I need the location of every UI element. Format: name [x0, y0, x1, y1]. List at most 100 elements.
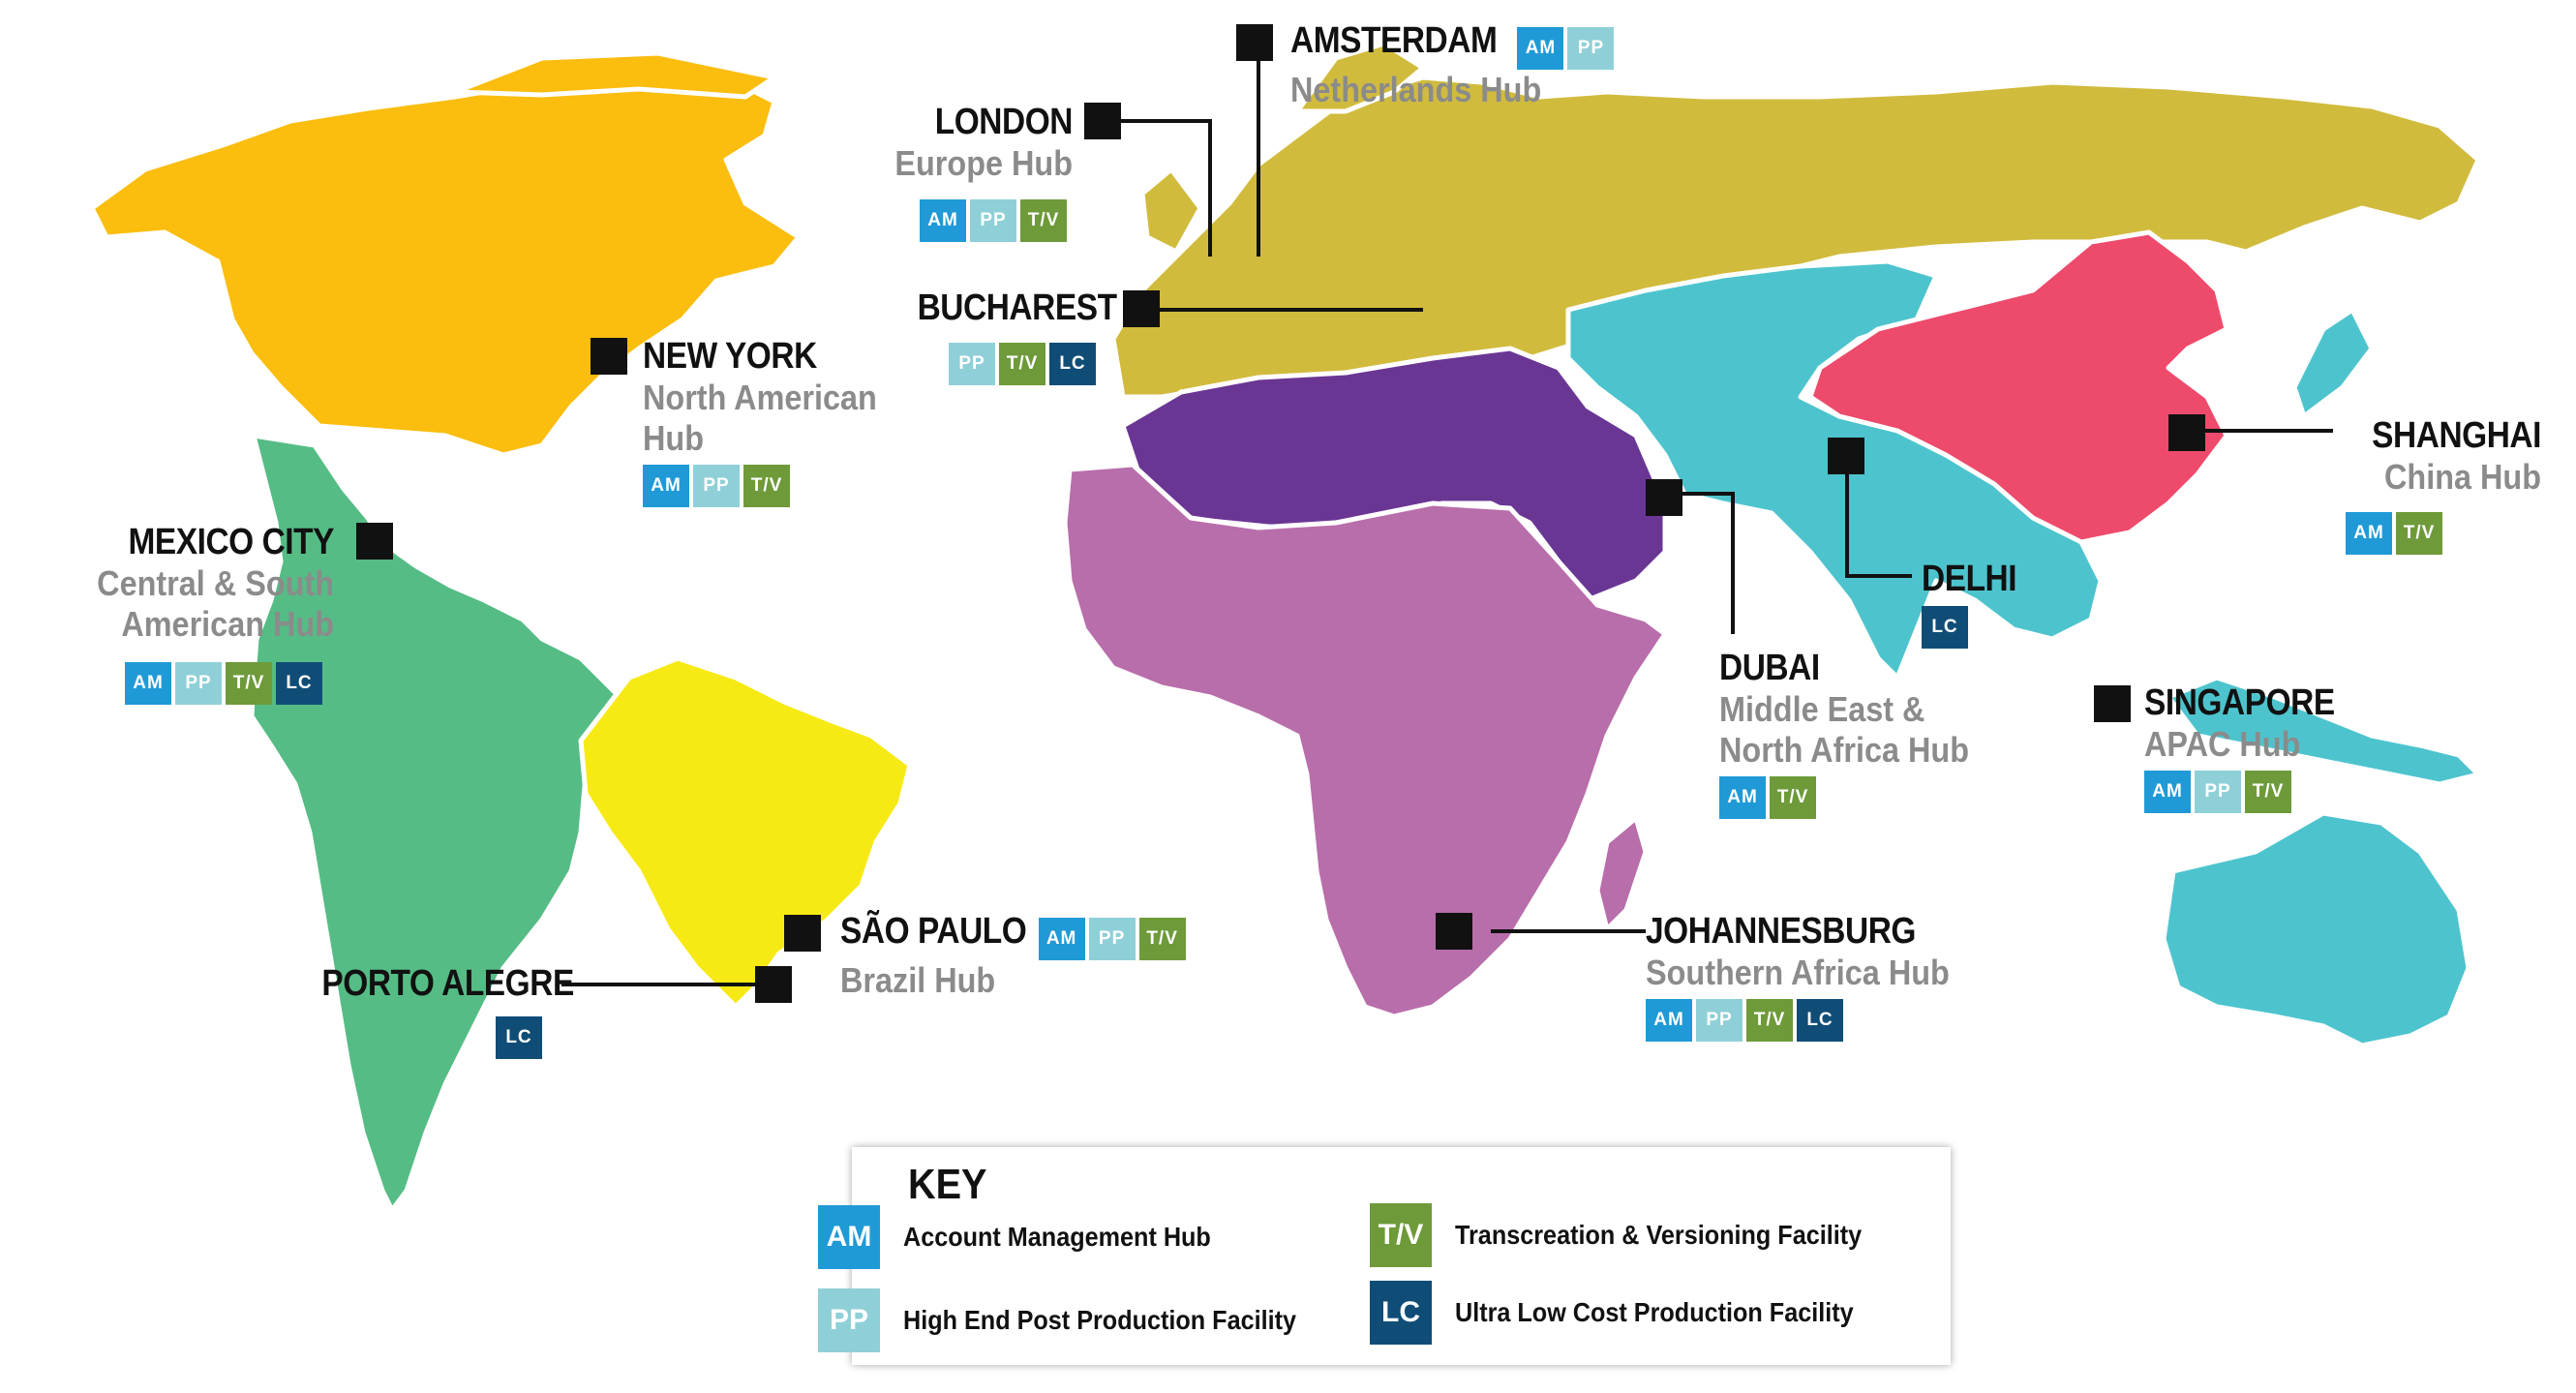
- shanghai-marker[interactable]: [2168, 414, 2205, 451]
- region-africa: [1062, 462, 1668, 1019]
- am-badge: AM: [1646, 999, 1692, 1042]
- london-label: LONDON Europe Hub AM PP T/V: [852, 101, 1074, 242]
- new-york-marker[interactable]: [591, 338, 627, 375]
- service-badges: AM T/V: [2346, 512, 2442, 555]
- service-badges: AM PP T/V: [1038, 917, 1186, 960]
- service-badges: AM T/V: [1719, 776, 1997, 819]
- tv-badge: T/V: [2245, 771, 2291, 813]
- lc-key-badge: LC: [1370, 1281, 1432, 1345]
- service-badges: AM PP T/V LC: [1646, 999, 1984, 1042]
- tv-key-badge: T/V: [1370, 1203, 1432, 1267]
- london-marker[interactable]: [1084, 103, 1121, 139]
- hub-label-line1: North American: [643, 378, 877, 417]
- dubai-connector: [1665, 492, 1735, 634]
- hub-label-line1: Middle East &: [1719, 689, 1925, 729]
- tv-badge: T/V: [743, 465, 790, 507]
- key-label: Account Management Hub: [903, 1222, 1211, 1252]
- amsterdam-marker[interactable]: [1236, 24, 1273, 61]
- tv-badge: T/V: [1746, 999, 1793, 1042]
- service-badges: AM PP T/V: [2144, 771, 2361, 813]
- hub-label: Europe Hub: [894, 143, 1073, 183]
- am-badge: AM: [1719, 776, 1766, 819]
- key-title: KEY: [908, 1161, 987, 1208]
- service-badges: AM PP: [1517, 26, 1615, 70]
- tv-badge: T/V: [2396, 512, 2442, 555]
- dubai-marker[interactable]: [1646, 479, 1682, 516]
- am-badge: AM: [1517, 26, 1564, 70]
- city-name: DELHI: [1922, 559, 2017, 599]
- hub-label-line2: Hub: [643, 418, 704, 458]
- city-name: LONDON: [934, 102, 1074, 142]
- pp-badge: PP: [1696, 999, 1743, 1042]
- pp-badge: PP: [693, 465, 740, 507]
- delhi-marker[interactable]: [1828, 438, 1864, 474]
- pp-badge: PP: [949, 343, 995, 385]
- hub-label-line1: Central & South: [97, 563, 334, 603]
- hub-label: APAC Hub: [2144, 724, 2301, 764]
- am-badge: AM: [920, 199, 966, 242]
- pp-badge: PP: [1567, 26, 1615, 70]
- am-badge: AM: [643, 465, 689, 507]
- tv-badge: T/V: [226, 662, 272, 705]
- key-label: High End Post Production Facility: [903, 1305, 1297, 1335]
- key-label: Ultra Low Cost Production Facility: [1455, 1297, 1854, 1327]
- city-name: SINGAPORE: [2144, 682, 2335, 723]
- hub-label: Brazil Hub: [840, 959, 996, 1000]
- key-item-pp: PP High End Post Production Facility: [818, 1288, 1340, 1352]
- region-brazil: [578, 655, 913, 1010]
- key-label: Transcreation & Versioning Facility: [1455, 1220, 1863, 1250]
- tv-badge: T/V: [1020, 199, 1067, 242]
- hub-label-line2: American Hub: [121, 604, 334, 644]
- pp-badge: PP: [1088, 917, 1136, 960]
- am-badge: AM: [1038, 917, 1085, 960]
- pp-badge: PP: [175, 662, 222, 705]
- singapore-label: SINGAPORE APAC Hub AM PP T/V: [2144, 681, 2361, 813]
- lc-badge: LC: [1922, 606, 1968, 649]
- singapore-marker[interactable]: [2094, 685, 2131, 722]
- am-badge: AM: [2346, 512, 2392, 555]
- key-item-am: AM Account Management Hub: [818, 1205, 1245, 1269]
- hub-label: Netherlands Hub: [1290, 69, 1542, 109]
- tv-badge: T/V: [1770, 776, 1816, 819]
- lc-badge: LC: [1797, 999, 1843, 1042]
- tv-badge: T/V: [1138, 917, 1186, 960]
- mexico-city-marker[interactable]: [356, 523, 393, 560]
- pp-badge: PP: [2195, 771, 2241, 813]
- city-name: AMSTERDAM: [1290, 20, 1498, 61]
- lc-badge: LC: [276, 662, 322, 705]
- city-name: SÃO PAULO: [840, 911, 1027, 952]
- sao-paulo-marker[interactable]: [784, 915, 821, 952]
- service-badges: AM PP T/V LC: [125, 662, 322, 705]
- delhi-label: DELHI LC: [1922, 558, 2030, 649]
- service-badges: AM PP T/V: [920, 199, 1067, 242]
- london-connector: [1121, 119, 1212, 257]
- region-latin-america: [249, 433, 622, 1213]
- porto-alegre-label: PORTO ALEGRE LC: [290, 962, 574, 1059]
- shanghai-label: SHANGHAI China Hub AM T/V: [2318, 414, 2541, 555]
- new-york-label: NEW YORK North American Hub AM PP T/V: [643, 335, 903, 507]
- lc-badge: LC: [1049, 343, 1096, 385]
- johannesburg-marker[interactable]: [1436, 913, 1472, 950]
- hub-label: China Hub: [2384, 457, 2541, 497]
- amsterdam-label: AMSTERDAM AM PP Netherlands Hub: [1290, 19, 1615, 110]
- key-item-lc: LC Ultra Low Cost Production Facility: [1370, 1281, 1897, 1345]
- map-key: KEY AM Account Management Hub PP High En…: [818, 1147, 1951, 1365]
- porto-alegre-marker[interactable]: [755, 966, 792, 1003]
- pp-key-badge: PP: [818, 1288, 880, 1352]
- service-badges: PP T/V LC: [949, 343, 1096, 385]
- service-badges: LC: [496, 1016, 542, 1059]
- am-badge: AM: [2144, 771, 2191, 813]
- bucharest-marker[interactable]: [1123, 290, 1160, 327]
- city-name: MEXICO CITY: [128, 522, 334, 562]
- city-name: PORTO ALEGRE: [321, 963, 574, 1004]
- tv-badge: T/V: [999, 343, 1046, 385]
- am-key-badge: AM: [818, 1205, 880, 1269]
- hub-label: Southern Africa Hub: [1646, 953, 1950, 992]
- sao-paulo-label: SÃO PAULO AM PP T/V Brazil Hub: [840, 910, 1186, 1001]
- pp-badge: PP: [970, 199, 1016, 242]
- service-badges: LC: [1922, 606, 2030, 649]
- bucharest-label: BUCHAREST PP T/V LC: [891, 287, 1117, 385]
- dubai-label: DUBAI Middle East & North Africa Hub AM …: [1719, 647, 1997, 819]
- lc-badge: LC: [496, 1016, 542, 1059]
